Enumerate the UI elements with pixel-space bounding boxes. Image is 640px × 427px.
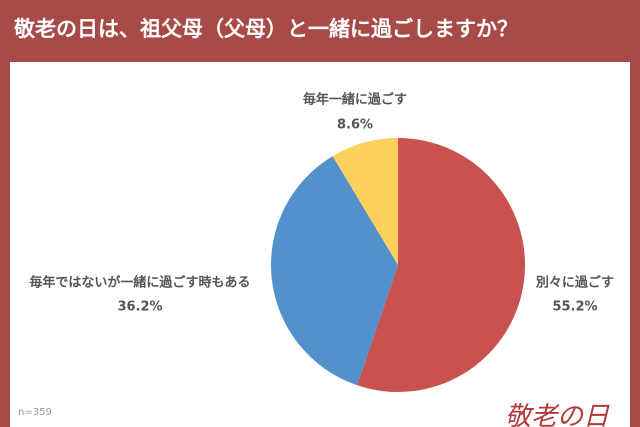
chart-title: 敬老の日は、祖父母（父母）と一緒に過ごしますか？ — [13, 17, 518, 41]
slice-value: 55.2% — [552, 300, 597, 315]
slice-label: 別々に過ごす — [535, 275, 614, 291]
slice-value: 8.6% — [337, 118, 373, 133]
slice-label: 毎年一緒に過ごす — [303, 92, 407, 108]
pie-slice — [270, 156, 398, 386]
pie-slice — [332, 138, 398, 265]
slice-label: 毎年ではないが一緒に過ごす時もある — [29, 275, 250, 291]
note: n=359 — [18, 407, 52, 418]
pie-slice — [357, 138, 525, 392]
logo: 敬老の日 — [505, 402, 610, 427]
slice-value: 36.2% — [117, 300, 162, 315]
